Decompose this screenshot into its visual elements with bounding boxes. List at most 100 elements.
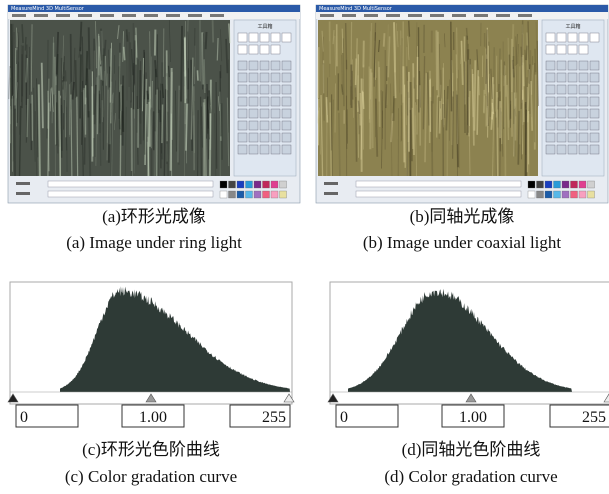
tool-button[interactable]	[271, 97, 280, 106]
color-swatch[interactable]	[246, 191, 253, 198]
tool-button[interactable]	[260, 133, 269, 142]
tool-button[interactable]	[546, 33, 555, 42]
tool-button[interactable]	[238, 133, 247, 142]
color-swatch[interactable]	[229, 191, 236, 198]
tool-button[interactable]	[271, 33, 280, 42]
color-swatch[interactable]	[263, 191, 270, 198]
tool-button[interactable]	[568, 97, 577, 106]
slider[interactable]	[356, 191, 521, 197]
tool-button[interactable]	[271, 145, 280, 154]
tool-button[interactable]	[238, 33, 247, 42]
tool-button[interactable]	[546, 85, 555, 94]
tool-button[interactable]	[579, 85, 588, 94]
tool-button[interactable]	[557, 45, 566, 54]
tool-button[interactable]	[249, 45, 258, 54]
tool-button[interactable]	[568, 73, 577, 82]
tool-button[interactable]	[579, 33, 588, 42]
tool-button[interactable]	[238, 97, 247, 106]
tool-button[interactable]	[579, 121, 588, 130]
tool-button[interactable]	[238, 61, 247, 70]
tool-button[interactable]	[249, 97, 258, 106]
tool-button[interactable]	[260, 73, 269, 82]
tool-button[interactable]	[238, 145, 247, 154]
tool-button[interactable]	[282, 85, 291, 94]
tool-button[interactable]	[546, 97, 555, 106]
tool-button[interactable]	[557, 33, 566, 42]
tool-button[interactable]	[546, 45, 555, 54]
tool-button[interactable]	[546, 121, 555, 130]
tool-button[interactable]	[590, 145, 599, 154]
color-swatch[interactable]	[571, 181, 578, 188]
tool-button[interactable]	[249, 145, 258, 154]
tool-button[interactable]	[260, 33, 269, 42]
tool-button[interactable]	[546, 145, 555, 154]
tool-button[interactable]	[271, 73, 280, 82]
tool-button[interactable]	[568, 33, 577, 42]
tool-button[interactable]	[557, 133, 566, 142]
tool-button[interactable]	[568, 109, 577, 118]
tool-button[interactable]	[238, 45, 247, 54]
tool-button[interactable]	[282, 109, 291, 118]
tool-button[interactable]	[282, 61, 291, 70]
tool-button[interactable]	[260, 109, 269, 118]
tool-button[interactable]	[249, 61, 258, 70]
tool-button[interactable]	[579, 145, 588, 154]
tool-button[interactable]	[579, 73, 588, 82]
tool-button[interactable]	[546, 133, 555, 142]
tool-button[interactable]	[568, 121, 577, 130]
color-swatch[interactable]	[562, 191, 569, 198]
tool-button[interactable]	[249, 33, 258, 42]
color-swatch[interactable]	[545, 181, 552, 188]
tool-button[interactable]	[590, 73, 599, 82]
color-swatch[interactable]	[229, 181, 236, 188]
tool-button[interactable]	[249, 133, 258, 142]
tool-button[interactable]	[568, 145, 577, 154]
tool-button[interactable]	[557, 97, 566, 106]
color-swatch[interactable]	[571, 191, 578, 198]
tool-button[interactable]	[260, 145, 269, 154]
color-swatch[interactable]	[588, 181, 595, 188]
color-swatch[interactable]	[545, 191, 552, 198]
tool-button[interactable]	[557, 109, 566, 118]
color-swatch[interactable]	[562, 181, 569, 188]
tool-button[interactable]	[590, 85, 599, 94]
color-swatch[interactable]	[537, 181, 544, 188]
tool-button[interactable]	[546, 61, 555, 70]
tool-button[interactable]	[271, 121, 280, 130]
tool-button[interactable]	[238, 73, 247, 82]
tool-button[interactable]	[568, 85, 577, 94]
color-swatch[interactable]	[528, 181, 535, 188]
tool-button[interactable]	[282, 133, 291, 142]
tool-button[interactable]	[260, 121, 269, 130]
tool-button[interactable]	[579, 133, 588, 142]
tool-button[interactable]	[590, 121, 599, 130]
tool-button[interactable]	[568, 61, 577, 70]
tool-button[interactable]	[568, 45, 577, 54]
tool-button[interactable]	[271, 109, 280, 118]
tool-button[interactable]	[590, 61, 599, 70]
color-swatch[interactable]	[237, 181, 244, 188]
tool-button[interactable]	[590, 109, 599, 118]
tool-button[interactable]	[260, 97, 269, 106]
tool-button[interactable]	[282, 33, 291, 42]
slider[interactable]	[48, 191, 213, 197]
tool-button[interactable]	[557, 121, 566, 130]
tool-button[interactable]	[557, 73, 566, 82]
tool-button[interactable]	[282, 145, 291, 154]
tool-button[interactable]	[579, 97, 588, 106]
tool-button[interactable]	[249, 73, 258, 82]
tool-button[interactable]	[590, 133, 599, 142]
color-swatch[interactable]	[271, 191, 278, 198]
tool-button[interactable]	[557, 61, 566, 70]
tool-button[interactable]	[568, 133, 577, 142]
slider[interactable]	[48, 181, 213, 187]
color-swatch[interactable]	[537, 191, 544, 198]
color-swatch[interactable]	[263, 181, 270, 188]
tool-button[interactable]	[238, 109, 247, 118]
tool-button[interactable]	[249, 121, 258, 130]
color-swatch[interactable]	[246, 181, 253, 188]
tool-button[interactable]	[249, 109, 258, 118]
tool-button[interactable]	[282, 73, 291, 82]
tool-button[interactable]	[579, 61, 588, 70]
color-swatch[interactable]	[254, 191, 261, 198]
